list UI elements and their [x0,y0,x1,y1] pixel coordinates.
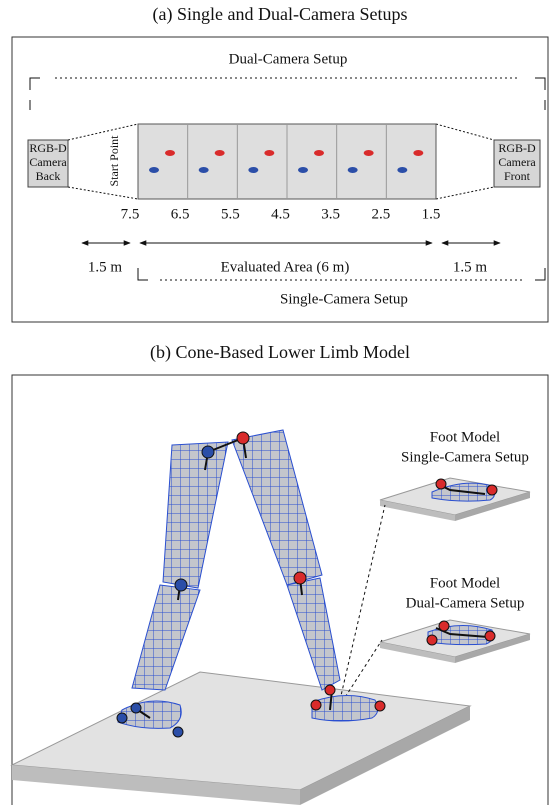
footprint-right [397,167,408,173]
walkway [137,123,437,200]
footprint-left [363,150,374,156]
footprint-right [347,167,358,173]
span-label: 1.5 m [453,259,488,275]
distance-label: 7.5 [121,206,140,222]
panel-frame [11,36,549,323]
footprint-left [264,150,275,156]
footprint-right [248,167,259,173]
callout-label: Dual-Camera Setup [406,595,525,611]
dual-label: Dual-Camera Setup [229,51,348,67]
distance-label: 5.5 [221,206,240,222]
dual-bracket [29,77,546,110]
callout-label: Foot Model [430,575,500,591]
footprint-left [214,150,225,156]
distance-label: 3.5 [321,206,340,222]
camera-label: Camera [29,155,67,169]
callout-lines [339,504,386,703]
footprint-left [165,150,175,156]
footprint-left [413,150,424,156]
camera-label: Front [504,169,531,183]
span-label: Evaluated Area (6 m) [221,259,350,275]
camera-label: RGB-D [498,141,536,155]
camera-label: Camera [498,155,536,169]
floor [10,671,472,805]
camera-label: Back [36,169,61,183]
distance-label: 4.5 [271,206,290,222]
footprint-right [298,167,308,173]
camera-back [27,139,69,188]
footprint-right [198,167,209,173]
start-point: Start Point [107,135,121,187]
camera-front [493,139,541,188]
footprint-right [149,167,159,173]
callout-label: Single-Camera Setup [401,449,529,465]
distance-labels: 7.5 6.5 5.5 4.5 3.5 2.5 1.5 [121,206,441,222]
markers [116,431,498,738]
panel-title: (a) Single and Dual-Camera Setups [153,4,408,25]
callout-label: Foot Model [430,429,500,445]
single-bracket [137,268,546,281]
distance-label: 2.5 [371,206,390,222]
footprint-left [314,150,324,156]
distance-label: 6.5 [171,206,190,222]
single-label: Single-Camera Setup [280,291,408,307]
distance-label: 1.5 [422,206,441,222]
span-label: 1.5 m [88,259,123,275]
camera-label: RGB-D [29,141,67,155]
panel-title: (b) Cone-Based Lower Limb Model [150,342,410,363]
panel-frame [11,374,549,805]
segments [134,437,489,719]
